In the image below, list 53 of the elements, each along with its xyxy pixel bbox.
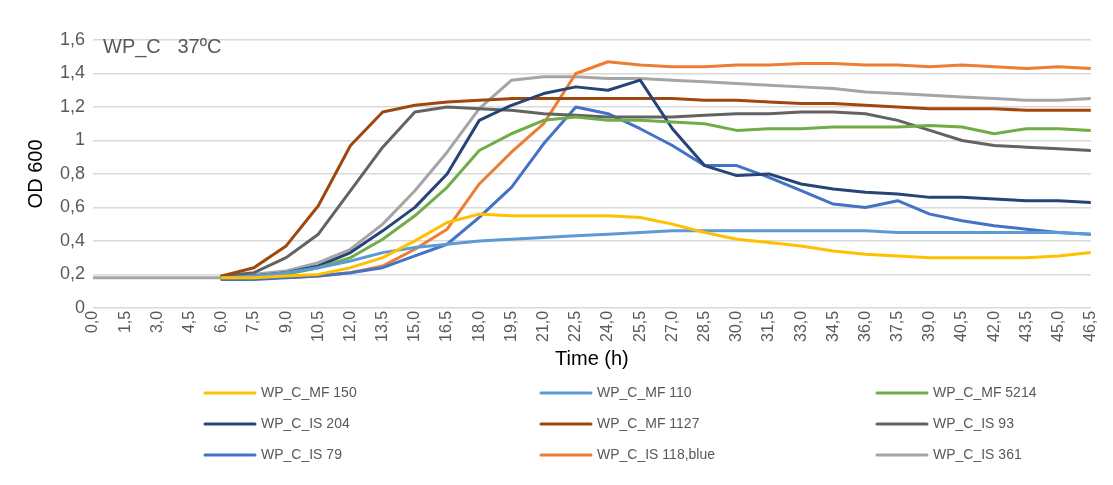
x-tick-label: 39,0	[920, 310, 938, 342]
x-tick-label: 34,5	[823, 310, 841, 342]
x-tick-label: 12,0	[340, 310, 358, 342]
y-tick-label: 0	[75, 296, 86, 317]
y-tick-label: 1,2	[59, 95, 86, 116]
x-tick-label: 22,5	[566, 310, 584, 342]
x-tick-label: 16,5	[437, 310, 455, 342]
legend-label: WP_C_MF 150	[261, 383, 357, 400]
y-tick-label: 0,2	[59, 263, 86, 284]
x-tick-label: 3,0	[147, 310, 165, 334]
x-tick-label: 28,5	[694, 310, 712, 342]
legend-label: WP_C_IS 93	[933, 414, 1015, 431]
legend-label: WP_C_IS 204	[261, 414, 350, 431]
y-tick-label: 0,6	[59, 196, 86, 217]
x-tick-label: 27,0	[662, 310, 680, 342]
x-tick-label: 25,5	[630, 310, 648, 342]
x-tick-label: 33,0	[791, 310, 809, 342]
y-tick-label: 0,8	[59, 162, 86, 183]
legend-label: WP_C_IS 361	[933, 445, 1022, 462]
x-tick-label: 4,5	[179, 310, 197, 334]
x-tick-label: 18,0	[469, 310, 487, 342]
x-tick-label: 7,5	[244, 310, 262, 334]
y-tick-label: 1	[75, 129, 86, 150]
x-tick-label: 30,0	[727, 310, 745, 342]
x-tick-label: 24,0	[598, 310, 616, 342]
x-tick-label: 36,0	[855, 310, 873, 342]
x-tick-label: 43,5	[1016, 310, 1034, 342]
legend-label: WP_C_MF 110	[597, 383, 692, 400]
x-tick-label: 9,0	[276, 310, 294, 334]
x-tick-label: 10,5	[308, 310, 326, 342]
x-tick-label: 0,0	[83, 310, 101, 334]
x-tick-label: 21,0	[534, 310, 552, 342]
x-tick-label: 37,5	[888, 310, 906, 342]
y-tick-label: 1,6	[59, 28, 86, 49]
x-axis-title: Time (h)	[555, 346, 629, 369]
legend-label: WP_C_IS 118,blue	[597, 445, 716, 462]
x-tick-label: 19,5	[501, 310, 519, 342]
legend-label: WP_C_MF 5214	[933, 383, 1037, 400]
x-tick-label: 13,5	[373, 310, 391, 342]
x-tick-label: 40,5	[952, 310, 970, 342]
chart-title: WP_C 37ºC	[103, 34, 222, 58]
y-axis-title: OD 600	[23, 139, 46, 209]
x-tick-label: 15,0	[405, 310, 423, 342]
legend-label: WP_C_IS 79	[261, 445, 343, 462]
x-tick-label: 31,5	[759, 310, 777, 342]
x-tick-label: 1,5	[115, 310, 133, 334]
y-tick-label: 0,4	[59, 229, 86, 250]
x-tick-label: 46,5	[1081, 310, 1099, 342]
y-tick-label: 1,4	[59, 62, 86, 83]
legend-label: WP_C_MF 1127	[597, 414, 700, 431]
x-tick-label: 6,0	[212, 310, 230, 334]
x-tick-label: 42,0	[984, 310, 1002, 342]
x-tick-label: 45,0	[1049, 310, 1067, 342]
